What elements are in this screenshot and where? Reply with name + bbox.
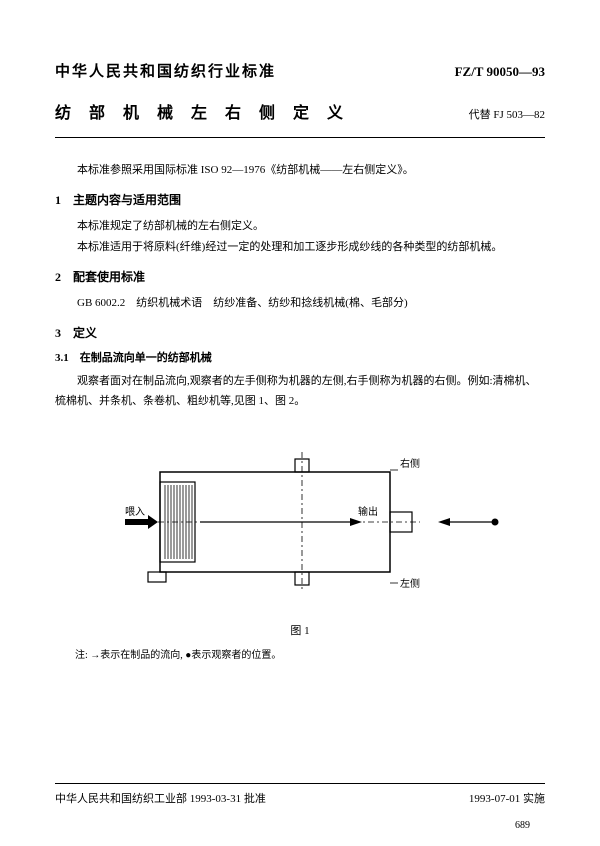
- section-1-p1: 本标准规定了纺部机械的左右侧定义。: [55, 216, 545, 237]
- section-2-p1: GB 6002.2 纺织机械术语 纺纱准备、纺纱和捻线机械(棉、毛部分): [55, 293, 545, 314]
- section-3-1-p1: 观察者面对在制品流向,观察者的左手侧称为机器的左侧,右手侧称为机器的右侧。例如:…: [55, 371, 545, 413]
- section-2-heading: 2 配套使用标准: [55, 268, 545, 285]
- footer-rule: [55, 783, 545, 784]
- figure-1-svg: 右侧 左侧 喂入 输出: [100, 437, 500, 607]
- figure-1: 右侧 左侧 喂入 输出 图 1 注: →表示在制品的流向, ●表示观察者的位置。: [55, 437, 545, 661]
- section-3-1-heading: 3.1 在制品流向单一的纺部机械: [55, 349, 545, 365]
- label-right: 右侧: [400, 457, 420, 470]
- header-rule: [55, 137, 545, 138]
- section-3-heading: 3 定义: [55, 324, 545, 341]
- implementation-text: 1993-07-01 实施: [469, 790, 545, 806]
- replaces-code: 代替 FJ 503—82: [469, 106, 545, 122]
- title-row: 纺 部 机 械 左 右 侧 定 义 代替 FJ 503—82: [55, 99, 545, 123]
- section-1-p2: 本标准适用于将原料(纤维)经过一定的处理和加工逐步形成纱线的各种类型的纺部机械。: [55, 237, 545, 258]
- intro-paragraph: 本标准参照采用国际标准 ISO 92—1976《纺部机械——左右侧定义》。: [55, 160, 545, 181]
- organization-title: 中华人民共和国纺织行业标准: [55, 60, 276, 81]
- approval-text: 中华人民共和国纺织工业部 1993-03-31 批准: [55, 790, 266, 806]
- section-1-heading: 1 主题内容与适用范围: [55, 191, 545, 208]
- standard-code: FZ/T 90050—93: [455, 64, 545, 80]
- document-title: 纺 部 机 械 左 右 侧 定 义: [55, 99, 350, 123]
- page-footer: 中华人民共和国纺织工业部 1993-03-31 批准 1993-07-01 实施: [55, 783, 545, 806]
- header-row: 中华人民共和国纺织行业标准 FZ/T 90050—93: [55, 60, 545, 81]
- label-in: 喂入: [125, 506, 145, 518]
- figure-1-note: 注: →表示在制品的流向, ●表示观察者的位置。: [55, 646, 545, 661]
- label-left: 左侧: [400, 577, 420, 590]
- page-number: 689: [515, 820, 530, 831]
- figure-1-caption: 图 1: [55, 622, 545, 638]
- label-out: 输出: [358, 505, 378, 518]
